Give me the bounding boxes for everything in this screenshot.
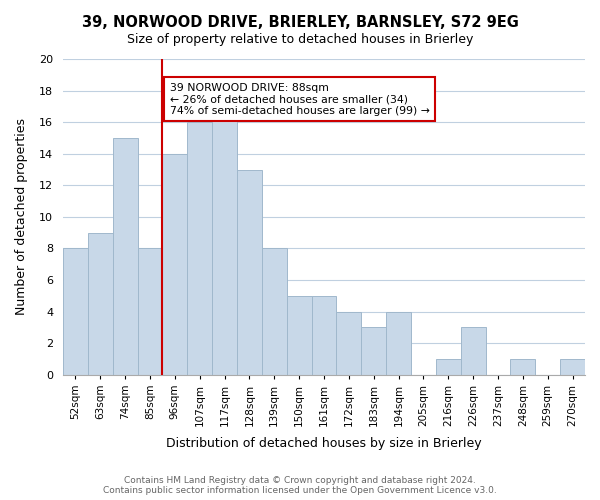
Bar [436,359,461,374]
Bar [337,312,361,374]
Bar [237,170,262,374]
Bar [386,312,411,374]
Bar [88,232,113,374]
Bar [63,248,88,374]
Bar [511,359,535,374]
Bar [287,296,311,374]
Bar [361,328,386,374]
Text: Size of property relative to detached houses in Brierley: Size of property relative to detached ho… [127,32,473,46]
Bar [311,296,337,374]
Text: Contains HM Land Registry data © Crown copyright and database right 2024.
Contai: Contains HM Land Registry data © Crown c… [103,476,497,495]
Bar [187,122,212,374]
Y-axis label: Number of detached properties: Number of detached properties [15,118,28,316]
Bar [113,138,137,374]
Bar [163,154,187,374]
X-axis label: Distribution of detached houses by size in Brierley: Distribution of detached houses by size … [166,437,482,450]
Bar [212,106,237,374]
Bar [461,328,485,374]
Bar [262,248,287,374]
Text: 39 NORWOOD DRIVE: 88sqm
← 26% of detached houses are smaller (34)
74% of semi-de: 39 NORWOOD DRIVE: 88sqm ← 26% of detache… [170,82,430,116]
Bar [560,359,585,374]
Text: 39, NORWOOD DRIVE, BRIERLEY, BARNSLEY, S72 9EG: 39, NORWOOD DRIVE, BRIERLEY, BARNSLEY, S… [82,15,518,30]
Bar [137,248,163,374]
